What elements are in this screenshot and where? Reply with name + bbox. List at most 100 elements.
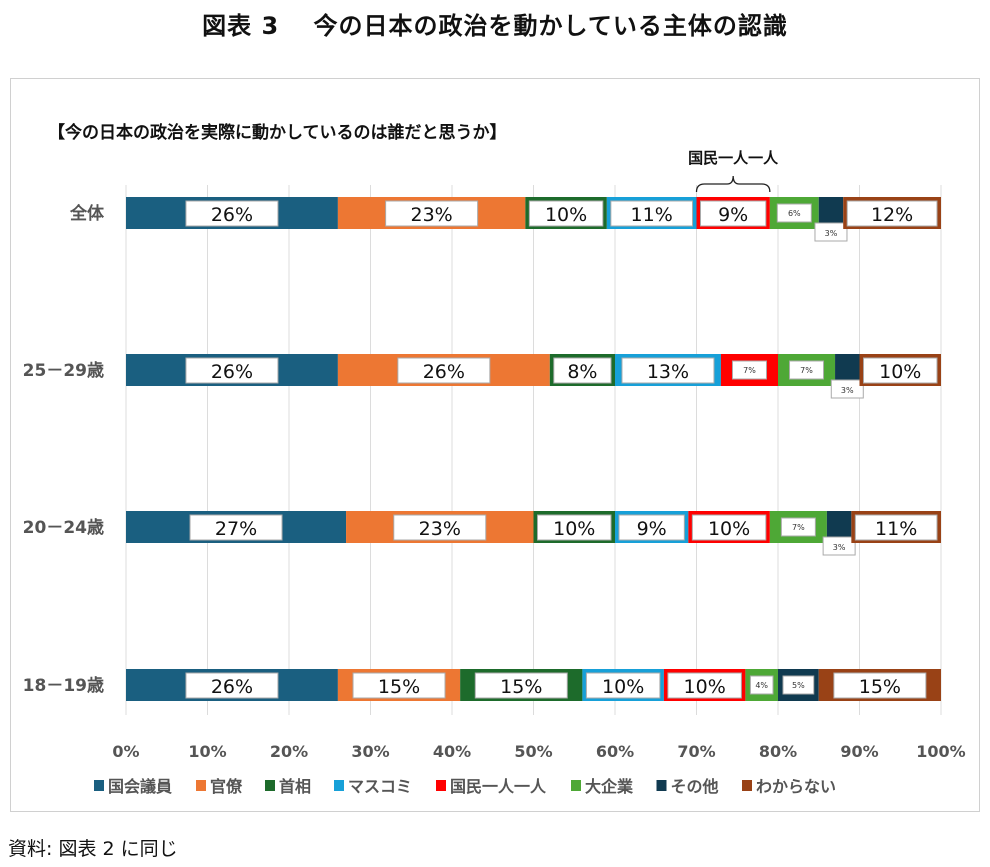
legend-label: 官僚 [210, 777, 243, 796]
data-label: 26% [211, 676, 253, 698]
legend-swatch [656, 780, 667, 791]
data-label-box [397, 357, 491, 384]
data-label: 8% [567, 361, 597, 383]
x-tick-label: 20% [270, 742, 308, 761]
data-label-box [782, 675, 815, 695]
legend-swatch [265, 780, 275, 791]
category-label: 18－19歳 [23, 675, 104, 696]
data-label-box [830, 379, 864, 399]
data-label: 10% [545, 204, 587, 226]
data-label: 10% [684, 676, 726, 698]
data-label-box [185, 672, 279, 699]
data-label-box [474, 672, 568, 699]
data-label: 10% [602, 676, 644, 698]
data-label: 13% [647, 361, 689, 383]
data-label-box [854, 514, 938, 541]
data-label-box [789, 360, 825, 380]
chart-title: 【今の日本の政治を実際に動かしているのは誰だと思うか】 [48, 123, 507, 143]
data-label: 12% [871, 204, 913, 226]
data-label: 3% [825, 229, 838, 238]
data-label-box [833, 672, 927, 699]
data-label: 9% [637, 518, 667, 540]
data-label-box [185, 357, 279, 384]
data-label-box [621, 357, 715, 384]
figure-title: 図表 3 今の日本の政治を動かしている主体の認識 [202, 12, 788, 40]
data-label: 10% [879, 361, 921, 383]
data-label: 3% [841, 386, 854, 395]
data-label: 26% [423, 361, 465, 383]
data-label-box [610, 200, 693, 227]
data-label: 7% [792, 523, 805, 532]
x-tick-label: 50% [514, 742, 552, 761]
data-label: 11% [631, 204, 673, 226]
data-label-box [780, 517, 816, 537]
legend-label: 国民一人一人 [450, 777, 547, 796]
legend-swatch [436, 780, 446, 791]
data-label: 10% [708, 518, 750, 540]
legend-swatch [742, 780, 752, 791]
chart-frame [10, 78, 980, 812]
data-label: 6% [788, 209, 801, 218]
legend-swatch [196, 780, 206, 791]
data-label: 3% [833, 543, 846, 552]
x-tick-label: 30% [351, 742, 389, 761]
data-label: 4% [755, 681, 768, 690]
data-label-box [749, 675, 774, 695]
category-label: 全体 [69, 203, 105, 224]
data-label-box [393, 514, 487, 541]
x-tick-label: 70% [677, 742, 715, 761]
data-label-box [385, 200, 479, 227]
legend-label: わからない [756, 777, 836, 796]
data-label-box [822, 536, 856, 556]
legend-label: 国会議員 [108, 777, 172, 796]
x-tick-label: 90% [840, 742, 878, 761]
data-label: 15% [500, 676, 542, 698]
annotation-label: 国民一人一人 [688, 149, 779, 167]
data-label-box [667, 672, 742, 699]
data-label-box [731, 360, 767, 380]
data-label: 9% [718, 204, 748, 226]
data-label-box [618, 514, 685, 541]
data-label: 27% [215, 518, 257, 540]
category-label: 25－29歳 [23, 360, 104, 381]
data-label-box [185, 200, 279, 227]
data-label-box [352, 672, 446, 699]
legend-swatch [94, 780, 104, 791]
source-note: 資料: 図表 2 に同じ [8, 838, 178, 860]
data-label: 23% [419, 518, 461, 540]
x-tick-label: 60% [596, 742, 634, 761]
data-label: 26% [211, 361, 253, 383]
legend-label: 大企業 [585, 777, 634, 796]
data-label-box [700, 200, 767, 227]
x-tick-label: 40% [433, 742, 471, 761]
data-label: 11% [875, 518, 917, 540]
legend-swatch [334, 780, 344, 791]
data-label-box [846, 200, 938, 227]
category-label: 20－24歳 [23, 517, 104, 538]
legend-label: 首相 [279, 777, 311, 796]
data-label-box [585, 672, 661, 699]
legend-swatch [571, 780, 581, 791]
data-label: 7% [800, 366, 813, 375]
data-label-box [691, 514, 767, 541]
annotation-brace [695, 175, 771, 193]
legend-label: その他 [671, 777, 719, 796]
data-label-box [863, 357, 938, 384]
x-tick-label: 0% [112, 742, 139, 761]
x-tick-label: 10% [188, 742, 226, 761]
data-label: 7% [743, 366, 756, 375]
data-label: 15% [859, 676, 901, 698]
data-label-box [537, 514, 612, 541]
data-label: 10% [553, 518, 595, 540]
legend-label: マスコミ [348, 777, 412, 796]
data-label-box [553, 357, 612, 384]
data-label-box [528, 200, 604, 227]
data-label: 5% [792, 681, 805, 690]
data-label: 23% [411, 204, 453, 226]
x-tick-label: 100% [916, 742, 965, 761]
data-label-box [814, 222, 848, 242]
data-label-box [776, 203, 812, 223]
data-label: 15% [378, 676, 420, 698]
data-label: 26% [211, 204, 253, 226]
